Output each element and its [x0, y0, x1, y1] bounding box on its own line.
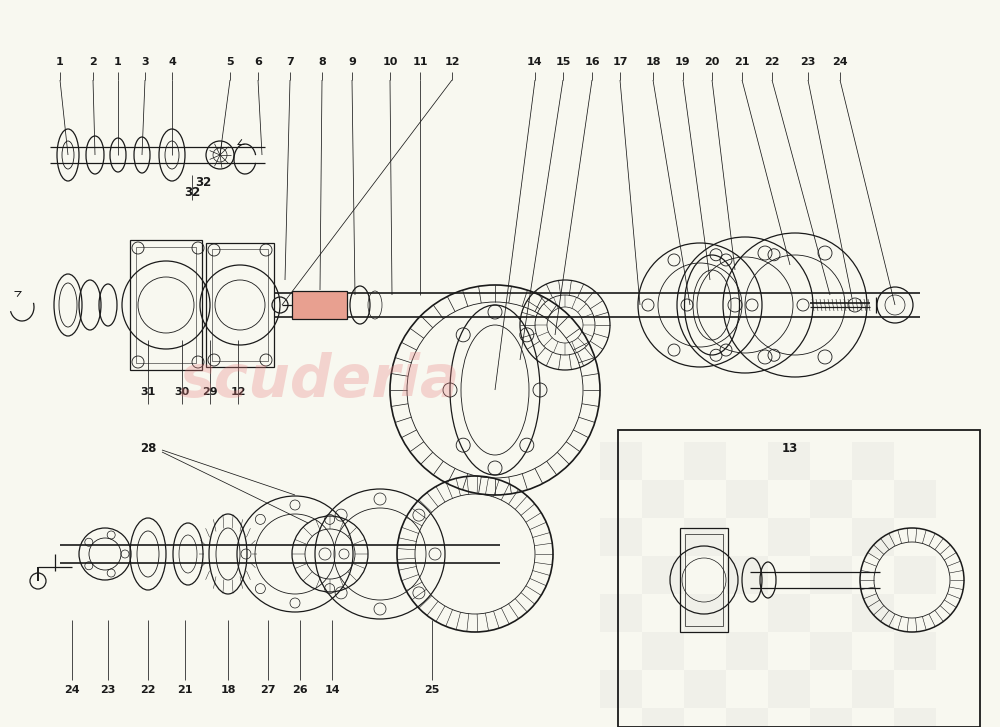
Bar	[212, 249, 268, 361]
Bar	[600, 670, 642, 708]
Bar	[768, 518, 810, 556]
Text: 12: 12	[444, 57, 460, 67]
Bar	[642, 708, 684, 727]
Bar	[810, 708, 852, 727]
Text: 21: 21	[177, 685, 193, 695]
Bar	[130, 240, 202, 370]
Text: 27: 27	[260, 685, 276, 695]
Text: scuderia: scuderia	[180, 351, 460, 409]
Bar	[684, 670, 726, 708]
Text: 23: 23	[800, 57, 816, 67]
Bar	[768, 670, 810, 708]
Bar	[852, 670, 894, 708]
Bar	[810, 480, 852, 518]
Bar	[810, 556, 852, 594]
Bar	[852, 594, 894, 632]
Bar	[726, 556, 768, 594]
Text: 5: 5	[226, 57, 234, 67]
Text: 22: 22	[140, 685, 156, 695]
Bar	[894, 480, 936, 518]
Text: 29: 29	[202, 387, 218, 397]
Text: 14: 14	[527, 57, 543, 67]
Bar	[600, 442, 642, 480]
Bar	[684, 442, 726, 480]
Text: 6: 6	[254, 57, 262, 67]
Bar	[894, 556, 936, 594]
Bar	[206, 243, 274, 367]
Bar	[136, 247, 196, 363]
Text: 10: 10	[382, 57, 398, 67]
Text: 9: 9	[348, 57, 356, 67]
Bar	[684, 594, 726, 632]
Text: 20: 20	[704, 57, 720, 67]
Text: 32: 32	[184, 185, 200, 198]
Text: 3: 3	[141, 57, 149, 67]
Bar	[894, 708, 936, 727]
Text: 32: 32	[195, 175, 211, 188]
Bar	[618, 430, 980, 727]
Text: 14: 14	[324, 685, 340, 695]
Bar	[292, 291, 347, 319]
Text: 24: 24	[832, 57, 848, 67]
Text: 21: 21	[734, 57, 750, 67]
Bar	[642, 556, 684, 594]
Text: 2: 2	[89, 57, 97, 67]
Text: 1: 1	[56, 57, 64, 67]
Text: 16: 16	[584, 57, 600, 67]
Bar	[894, 632, 936, 670]
Text: 1: 1	[114, 57, 122, 67]
Bar	[642, 480, 684, 518]
Text: 31: 31	[140, 387, 156, 397]
Text: 25: 25	[424, 685, 440, 695]
Text: 15: 15	[555, 57, 571, 67]
Text: 17: 17	[612, 57, 628, 67]
Text: 4: 4	[168, 57, 176, 67]
Bar	[600, 594, 642, 632]
Text: 11: 11	[412, 57, 428, 67]
Text: 26: 26	[292, 685, 308, 695]
Text: 19: 19	[675, 57, 691, 67]
Bar	[768, 594, 810, 632]
Bar	[642, 632, 684, 670]
Text: 18: 18	[220, 685, 236, 695]
Bar	[726, 632, 768, 670]
Bar	[680, 528, 728, 632]
Bar	[852, 518, 894, 556]
Text: 13: 13	[782, 441, 798, 454]
Text: 23: 23	[100, 685, 116, 695]
Text: 22: 22	[764, 57, 780, 67]
Text: 7: 7	[286, 57, 294, 67]
Bar	[852, 442, 894, 480]
Bar	[810, 632, 852, 670]
Bar	[600, 518, 642, 556]
Text: 30: 30	[174, 387, 190, 397]
Text: 24: 24	[64, 685, 80, 695]
Text: 8: 8	[318, 57, 326, 67]
Text: 28: 28	[140, 441, 156, 454]
Text: 18: 18	[645, 57, 661, 67]
Bar	[726, 708, 768, 727]
Text: 12: 12	[230, 387, 246, 397]
Bar	[685, 534, 723, 626]
Bar	[684, 518, 726, 556]
Bar	[726, 480, 768, 518]
Bar	[768, 442, 810, 480]
